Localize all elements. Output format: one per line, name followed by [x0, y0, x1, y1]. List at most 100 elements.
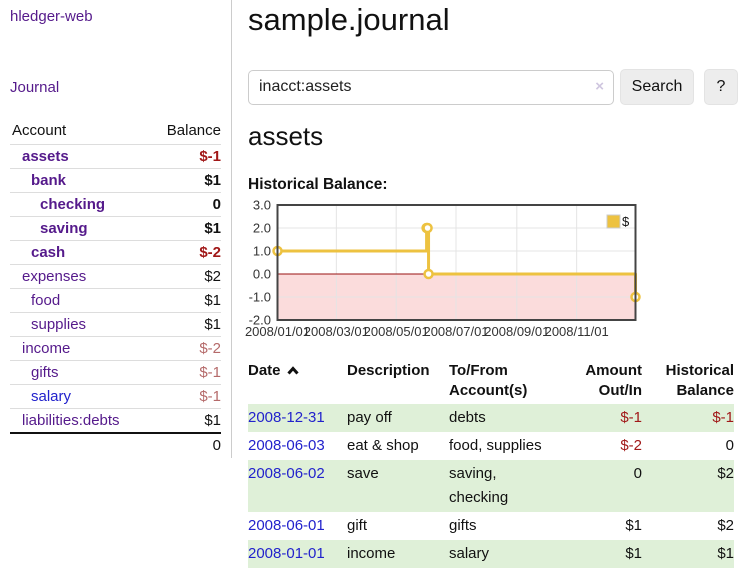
account-row-liabilities-debts: liabilities:debts $1 [10, 408, 221, 433]
account-balance: $1 [149, 408, 221, 433]
account-link-gifts[interactable]: gifts [31, 364, 59, 381]
search-button[interactable]: Search [620, 69, 694, 105]
transaction-description: gift [347, 517, 368, 534]
account-balance: $-2 [149, 336, 221, 361]
account-balance: $-1 [149, 144, 221, 169]
account-link-cash[interactable]: cash [31, 244, 66, 261]
svg-text:2008/07/01: 2008/07/01 [423, 324, 488, 339]
account-row-saving: saving $1 [10, 216, 221, 241]
account-balance: $1 [149, 288, 221, 313]
accounts-col-account: Account [12, 122, 67, 139]
account-balance: $-2 [149, 240, 221, 265]
account-balance: $1 [149, 216, 221, 241]
account-link-checking[interactable]: checking [40, 196, 106, 213]
journal-title: sample.journal [248, 2, 450, 37]
account-row-income: income $-2 [10, 336, 221, 361]
transaction-balance: $2 [717, 517, 734, 534]
account-link-salary[interactable]: salary [31, 388, 72, 405]
account-balance: $-1 [149, 360, 221, 385]
col-description: Description [347, 362, 430, 379]
balance-chart-svg: $3.0 2.0 1.0 0.0 -1.0 -2.02008/01/012008/03/0… [245, 198, 641, 339]
transaction-date-link[interactable]: 2008-06-03 [248, 437, 325, 454]
sidebar: hledger-web Journal Account Balance asse… [0, 0, 232, 458]
app-title-link[interactable]: hledger-web [10, 8, 93, 25]
transaction-description: pay off [347, 409, 392, 426]
svg-text:2.0: 2.0 [253, 221, 271, 236]
transaction-description: eat & shop [347, 437, 419, 454]
register-row: 2008-06-01 gift gifts $1 $2 [248, 512, 734, 540]
account-link-food[interactable]: food [31, 292, 61, 309]
svg-text:2008/01/01: 2008/01/01 [245, 324, 310, 339]
account-balance: $1 [149, 312, 221, 337]
register-row: 2008-01-01 income salary $1 $1 [248, 540, 734, 568]
clear-search-icon[interactable]: × [595, 77, 604, 95]
transaction-accounts: gifts [449, 517, 477, 534]
svg-text:-2.0: -2.0 [249, 313, 271, 328]
svg-text:$: $ [622, 214, 630, 229]
svg-text:2008/09/01: 2008/09/01 [484, 324, 549, 339]
account-link-expenses[interactable]: expenses [22, 268, 87, 285]
sort-ascending-icon [286, 362, 300, 382]
transaction-balance: $1 [717, 545, 734, 562]
account-link-bank[interactable]: bank [31, 172, 67, 189]
historical-balance-chart: $3.0 2.0 1.0 0.0 -1.0 -2.0 2008/01/01 2008/03/0… [240, 198, 644, 348]
col-amount: Amount Out/In [585, 362, 642, 399]
transaction-accounts: food, supplies [449, 437, 542, 454]
account-link-saving[interactable]: saving [40, 220, 88, 237]
account-row-supplies: supplies $1 [10, 312, 221, 337]
transaction-amount: $1 [625, 517, 642, 534]
col-date[interactable]: Date [248, 358, 347, 404]
svg-text:3.0: 3.0 [253, 198, 271, 213]
help-button[interactable]: ? [704, 69, 738, 105]
account-balance: $-1 [149, 384, 221, 409]
transaction-description: save [347, 465, 379, 482]
account-row-food: food $1 [10, 288, 221, 313]
transaction-amount: $-2 [620, 437, 642, 454]
transaction-date-link[interactable]: 2008-06-01 [248, 517, 325, 534]
account-heading: assets [248, 121, 324, 151]
account-link-liabilities-debts[interactable]: liabilities:debts [22, 412, 120, 429]
svg-text:0.0: 0.0 [253, 267, 271, 282]
accounts-header-row: Account Balance [10, 118, 221, 145]
transaction-balance: $-1 [712, 409, 734, 426]
transaction-description: income [347, 545, 396, 562]
transaction-date-link[interactable]: 2008-01-01 [248, 545, 325, 562]
account-row-cash: cash $-2 [10, 240, 221, 265]
transaction-amount: 0 [633, 465, 642, 482]
account-row-checking: checking 0 [10, 192, 221, 217]
account-balance: $1 [149, 168, 221, 193]
account-row-salary: salary $-1 [10, 384, 221, 409]
transaction-amount: $-1 [620, 409, 642, 426]
svg-text:-1.0: -1.0 [249, 290, 271, 305]
col-account: To/From Account(s) [449, 362, 528, 399]
search-input[interactable] [248, 69, 614, 105]
chart-title: Historical Balance: [248, 176, 388, 193]
account-link-supplies[interactable]: supplies [31, 316, 87, 333]
account-link-income[interactable]: income [22, 340, 71, 357]
account-balance: 0 [149, 192, 221, 217]
register-header-row: Date Description To/From Account(s) Amou… [248, 358, 734, 404]
accounts-table: Account Balance assets $-1 bank $1 check… [10, 118, 221, 457]
transaction-balance: $2 [717, 465, 734, 482]
transaction-amount: $1 [625, 545, 642, 562]
account-balance: $2 [149, 264, 221, 289]
register-row: 2008-06-02 save saving, checking 0 $2 [248, 460, 734, 512]
account-link-assets[interactable]: assets [22, 148, 69, 165]
svg-text:2008/05/01: 2008/05/01 [364, 324, 429, 339]
register-table: Date Description To/From Account(s) Amou… [248, 358, 734, 568]
register-row: 2008-06-03 eat & shop food, supplies $-2… [248, 432, 734, 460]
register-row: 2008-12-31 pay off debts $-1 $-1 [248, 404, 734, 432]
transaction-accounts: salary [449, 545, 490, 562]
svg-text:1.0: 1.0 [253, 244, 271, 259]
transaction-accounts: debts [449, 409, 486, 426]
col-balance: Historical Balance [665, 362, 734, 399]
transaction-date-link[interactable]: 2008-06-02 [248, 465, 325, 482]
svg-text:2008/11/01: 2008/11/01 [545, 324, 609, 339]
transaction-date-link[interactable]: 2008-12-31 [248, 409, 325, 426]
accounts-total-row: 0 [10, 432, 221, 457]
sidebar-item-journal[interactable]: Journal [10, 79, 60, 96]
search-form: × Search ? [248, 69, 738, 105]
account-row-bank: bank $1 [10, 168, 221, 193]
transaction-accounts: saving, checking [449, 465, 509, 506]
